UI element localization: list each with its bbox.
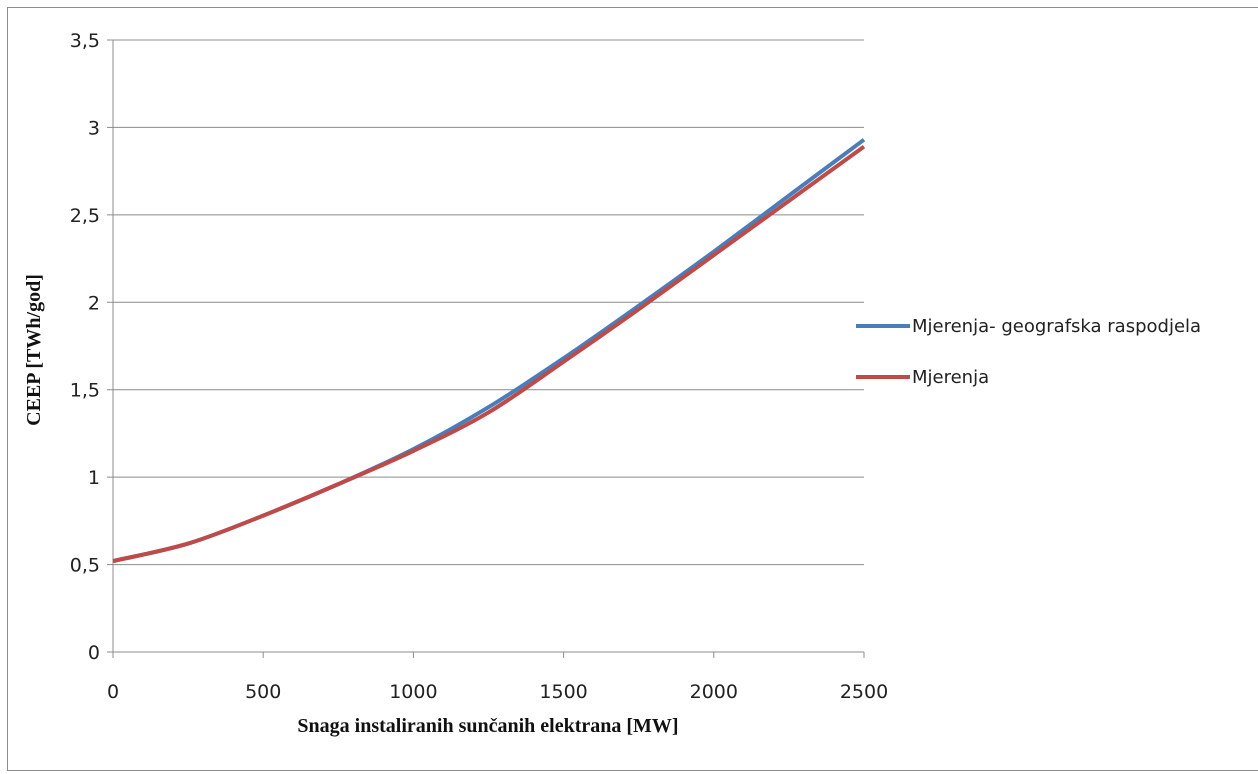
y-tick-label: 0,5 [70,555,100,577]
series-lines [112,138,866,564]
x-tick-label: 0 [107,681,119,703]
x-tick-label: 2000 [690,681,738,703]
y-tick-label: 1,5 [70,380,100,402]
y-axis-title: CEEP [TWh/god] [23,274,45,426]
legend-label: Mjerenja [912,367,989,388]
x-axis-title: Snaga instaliranih sunčanih elektrana [M… [297,715,678,737]
y-tick-label: 0 [88,642,100,664]
x-tick-label: 1500 [539,681,587,703]
legend: Mjerenja- geografska raspodjela Mjerenja [856,316,1201,388]
legend-label: Mjerenja- geografska raspodjela [912,316,1201,337]
x-tick-label: 500 [245,681,281,703]
tick-labels: 0 0,5 1 1,5 2 2,5 3 3,5 0 500 1000 1500 2000 2500 [70,30,888,703]
chart-frame [7,7,1258,771]
y-tick-label: 3 [88,117,100,139]
series-line-2 [112,145,866,564]
axes [107,39,865,658]
grid-lines [113,39,864,566]
y-tick-label: 1 [88,467,100,489]
x-tick-label: 2500 [840,681,888,703]
x-tick-label: 1000 [389,681,437,703]
series-line-1 [112,138,866,564]
y-tick-label: 2,5 [70,205,100,227]
y-tick-label: 3,5 [70,30,100,52]
y-tick-label: 2 [88,292,100,314]
